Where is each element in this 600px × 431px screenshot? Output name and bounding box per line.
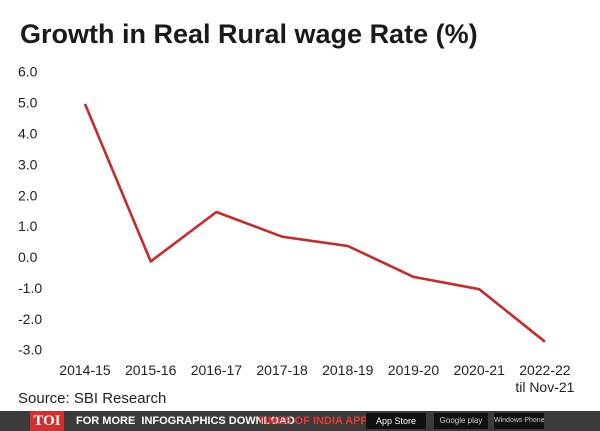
x-tick-label: 2022-22 til Nov-21 <box>515 362 575 395</box>
x-tick-label: 2018-19 <box>322 362 374 378</box>
chart: Growth in Real Rural wage Rate (%) Sourc… <box>18 19 546 407</box>
badge[interactable]: App Store <box>366 413 426 429</box>
x-tick-label: 2015-16 <box>124 362 177 378</box>
chart-title: Growth in Real Rural wage Rate (%) <box>20 19 478 49</box>
badge[interactable]: Windows Phone <box>494 413 544 429</box>
y-tick-label: 6.0 <box>18 64 38 80</box>
logo: TOI <box>30 411 64 431</box>
footer-text: FOR MORE INFOGRAPHICS DOWNLOAD <box>76 415 295 427</box>
x-tick-label: 2020-21 <box>453 362 505 378</box>
footer-app: TIMES OF INDIA APP <box>258 415 368 427</box>
line <box>83 103 546 343</box>
x-tick-label: 2014-15 <box>59 362 111 378</box>
source: Source: SBI Research <box>18 390 166 407</box>
x-tick-label: 2017-18 <box>256 362 308 378</box>
y-tick-label: 0.0 <box>18 249 38 265</box>
y-tick-label: -1.0 <box>18 280 42 296</box>
y-tick-label: -3.0 <box>18 342 42 358</box>
y-tick-label: -2.0 <box>18 311 42 327</box>
y-tick-label: 5.0 <box>18 95 38 111</box>
y-tick-label: 4.0 <box>18 125 38 141</box>
y-tick-label: 2.0 <box>18 187 38 203</box>
x-tick-label: 2019-20 <box>387 362 440 378</box>
y-tick-label: 1.0 <box>18 218 38 234</box>
badge[interactable]: Google play <box>434 413 488 429</box>
x-tick-label: 2016-17 <box>190 362 243 378</box>
y-tick-label: 3.0 <box>18 156 38 172</box>
footer-banner: TOI FOR MORE INFOGRAPHICS DOWNLOAD TIMES… <box>0 411 600 431</box>
